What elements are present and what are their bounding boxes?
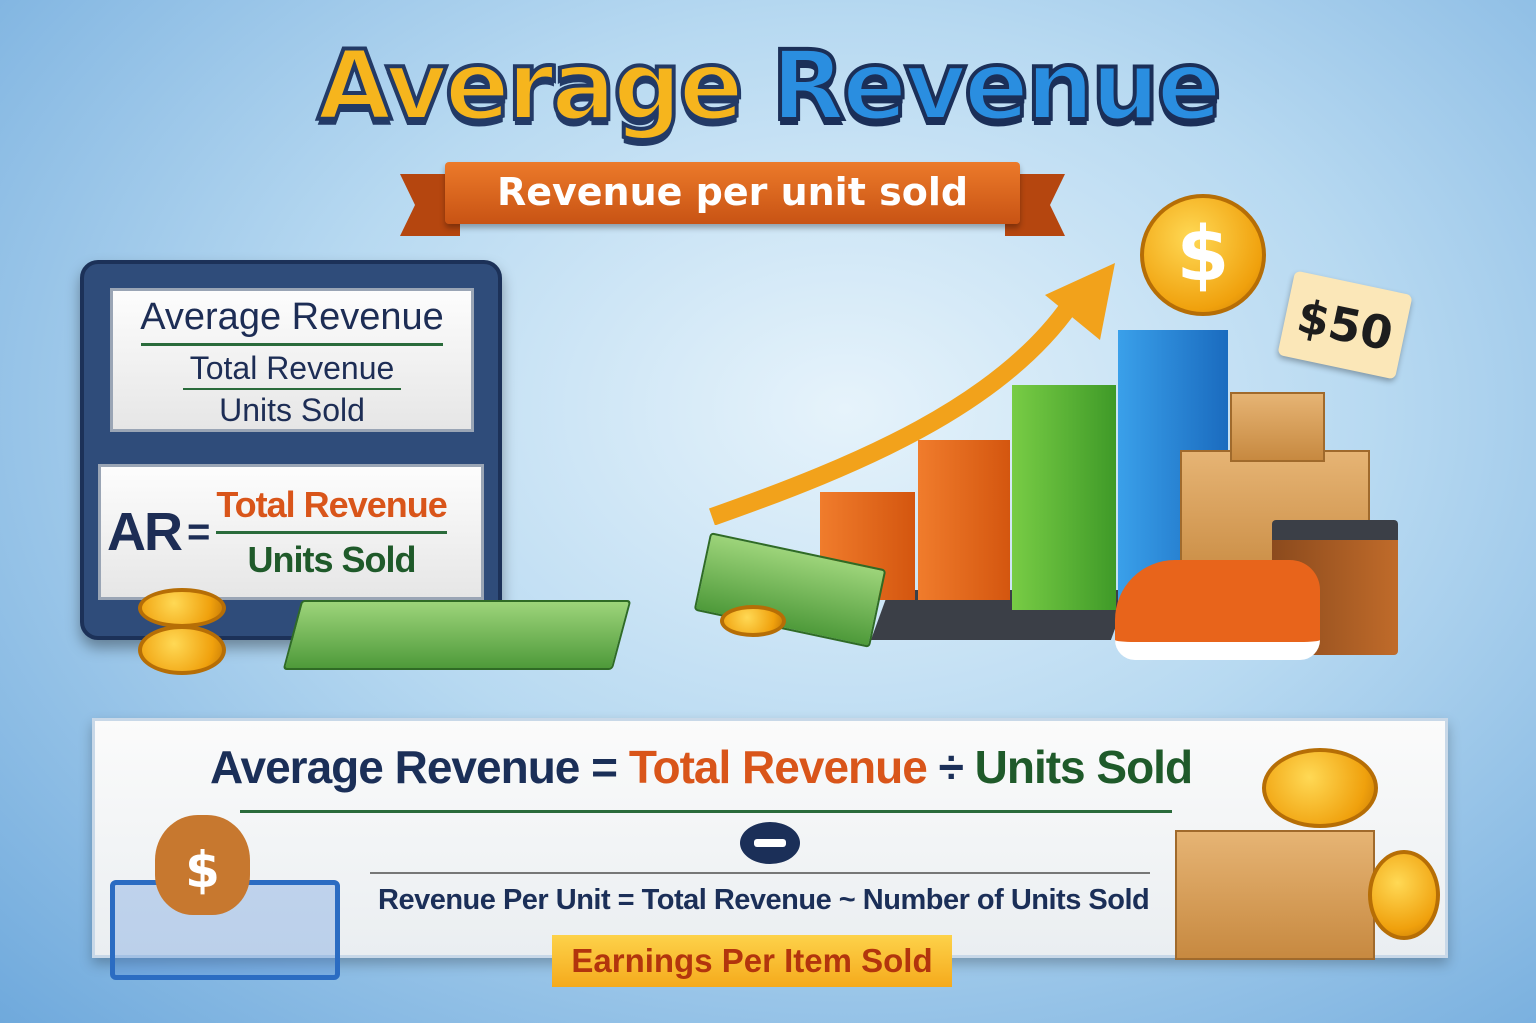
boxes-icon <box>1175 830 1375 960</box>
coin-stack-icon <box>138 625 226 675</box>
coin-icon <box>720 605 786 637</box>
formula-board: Average Revenue Total Revenue Units Sold… <box>80 260 502 640</box>
arrow-head <box>1045 263 1115 340</box>
earnings-banner: Earnings Per Item Sold <box>552 935 952 987</box>
divider <box>141 343 443 346</box>
fraction: Total Revenue Units Sold <box>216 483 448 580</box>
formula-card-definition: Average Revenue Total Revenue Units Sold <box>110 288 474 432</box>
detail-formula: Revenue Per Unit = Total Revenue ~ Numbe… <box>378 884 1150 916</box>
divider <box>240 810 1172 813</box>
minus-icon <box>740 822 800 864</box>
price-tag: $50 <box>1277 270 1413 380</box>
growth-arrow-icon <box>709 263 1115 525</box>
formula-card-ar: AR = Total Revenue Units Sold <box>98 464 484 600</box>
bar-illustration-3 <box>1012 385 1116 610</box>
fraction-bar <box>183 388 401 390</box>
main-title: Average Revenue <box>315 28 1223 144</box>
coin-stack-icon <box>1368 850 1440 940</box>
subtitle-ribbon: Revenue per unit sold <box>445 162 1020 224</box>
main-formula: Average Revenue = Total Revenue ÷ Units … <box>210 741 1193 793</box>
fraction-bar <box>216 530 447 534</box>
box-icon <box>1230 392 1325 462</box>
coin-stack-icon <box>1262 748 1378 828</box>
coin-stack-icon <box>138 588 226 628</box>
dollar-coin-icon: $ <box>1140 194 1266 316</box>
money-bag-icon: $ <box>155 815 250 915</box>
divider <box>370 872 1150 874</box>
bar-illustration-2 <box>918 440 1010 600</box>
sneaker-icon <box>1115 560 1320 660</box>
cash-stack-icon <box>282 600 632 670</box>
arrow-shaft <box>709 299 1078 525</box>
